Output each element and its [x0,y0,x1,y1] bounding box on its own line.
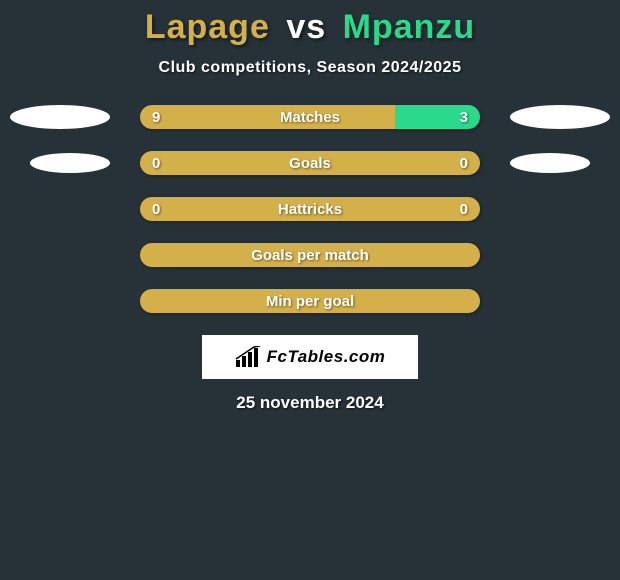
player1-name: Lapage [145,8,270,47]
bar-fill-left [140,105,395,129]
stat-value-left: 9 [152,105,160,129]
stat-bars: 93Matches00Goals00HattricksGoals per mat… [0,105,620,313]
stat-row: Min per goal [0,289,620,313]
oval-right [510,153,590,173]
stat-value-left: 0 [152,151,160,175]
stat-label: Min per goal [140,289,480,313]
page-title: Lapage vs Mpanzu [0,8,620,47]
stat-value-right: 0 [460,197,468,221]
oval-left [30,153,110,173]
stat-value-right: 3 [460,105,468,129]
stat-row: 0 0Hattricks [0,197,620,221]
stat-label: Goals [140,151,480,175]
stat-bar: Min per goal [140,289,480,313]
logo-box: FcTables.com [202,335,418,379]
stat-bar: Goals per match [140,243,480,267]
main-container: Lapage vs Mpanzu Club competitions, Seas… [0,0,620,413]
stat-bar: 93Matches [140,105,480,129]
vs-text: vs [286,8,326,47]
player2-name: Mpanzu [343,8,476,47]
stat-value-left: 0 [152,197,160,221]
stat-label: Hattricks [140,197,480,221]
stat-bar: 0 0Goals [140,151,480,175]
subtitle: Club competitions, Season 2024/2025 [0,59,620,77]
stat-row: 93Matches [0,105,620,129]
oval-right [510,105,610,129]
stat-value-right: 0 [460,151,468,175]
stat-label: Goals per match [140,243,480,267]
bars-icon [235,346,261,368]
stat-row: Goals per match [0,243,620,267]
logo-text: FcTables.com [267,347,386,367]
date-text: 25 november 2024 [0,393,620,413]
stat-bar: 0 0Hattricks [140,197,480,221]
stat-row: 0 0Goals [0,151,620,175]
oval-left [10,105,110,129]
